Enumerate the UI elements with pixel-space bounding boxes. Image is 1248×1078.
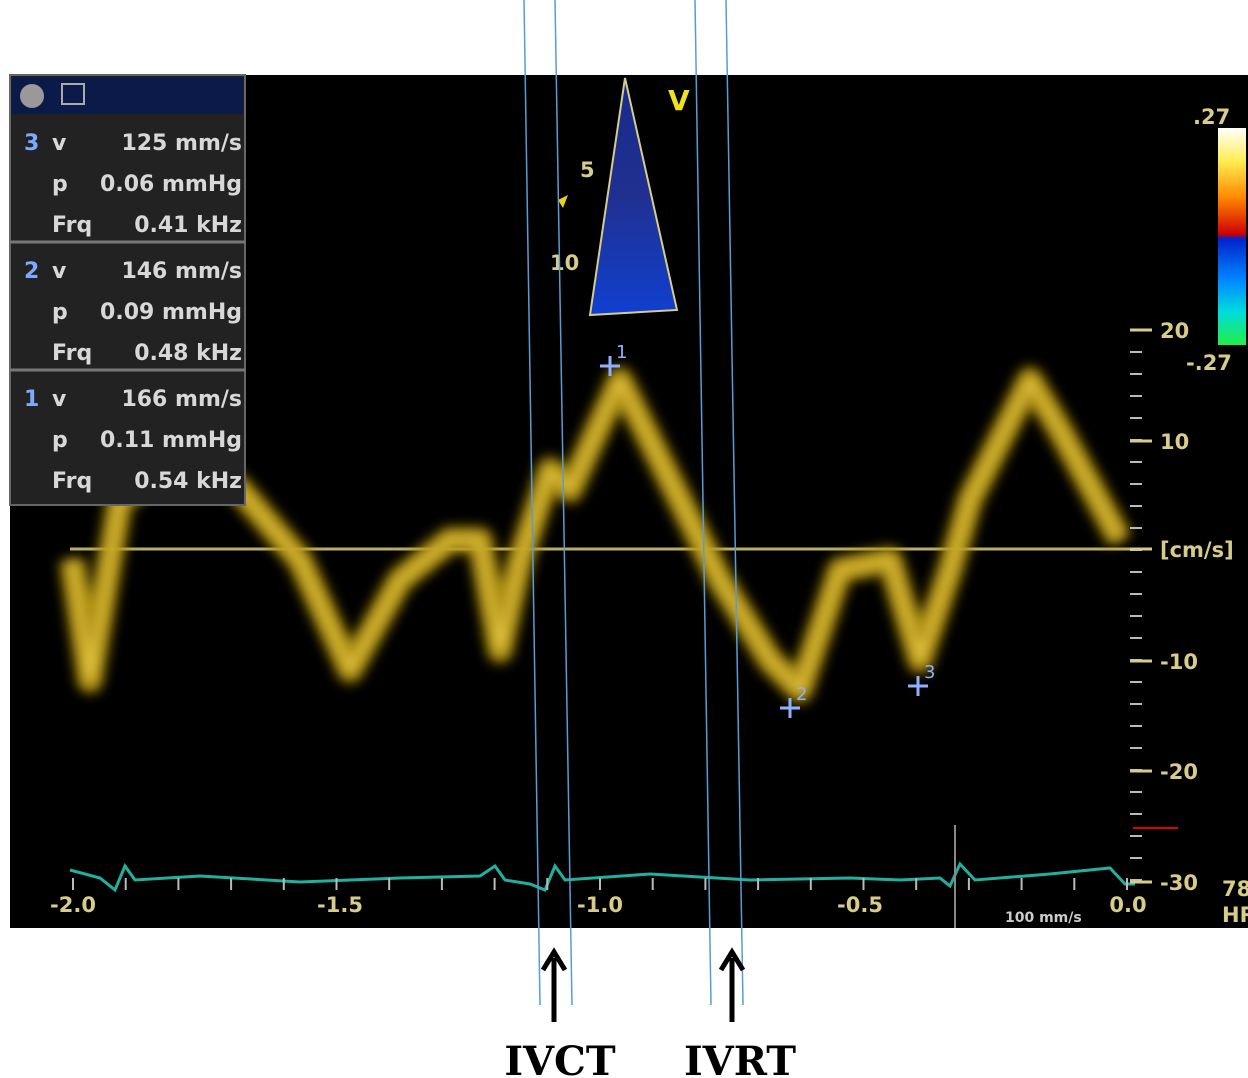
color-scale-min: -.27 xyxy=(1186,351,1232,375)
depth-label: 10 xyxy=(550,251,579,275)
focus-marker xyxy=(558,195,568,208)
measurement-value: 166 mm/s xyxy=(121,387,242,412)
measurement-value: 125 mm/s xyxy=(121,131,242,156)
caliper-cross xyxy=(908,676,928,696)
measurement-value: 0.48 kHz xyxy=(134,341,242,366)
sector-image xyxy=(588,77,679,317)
x-tick-label: -0.5 xyxy=(837,893,883,917)
caliper-markers: 1 2 3 xyxy=(600,342,935,718)
measurement-index: 3 xyxy=(24,131,39,156)
measurement-value: 0.11 mmHg xyxy=(100,428,242,453)
y-tick-label: -30 xyxy=(1160,871,1198,895)
depth-label: 5 xyxy=(580,158,595,182)
measurement-name: v xyxy=(52,259,67,284)
caliper-label: 2 xyxy=(796,684,807,705)
heart-rate-unit: HR xyxy=(1222,903,1248,927)
arrows xyxy=(540,947,746,1022)
measurement-name: Frq xyxy=(52,213,92,238)
measurement-name: Frq xyxy=(52,469,92,494)
x-tick-label: -1.5 xyxy=(317,893,363,917)
measurement-value: 146 mm/s xyxy=(121,259,242,284)
measurement-index: 2 xyxy=(24,259,39,284)
sweep-speed: 100 mm/s xyxy=(1005,910,1082,926)
y-tick-label: 10 xyxy=(1160,430,1189,454)
y-tick-label: 20 xyxy=(1160,319,1189,343)
caliper-label: 3 xyxy=(924,662,935,683)
y-tick-label: -10 xyxy=(1160,650,1198,674)
measurement-panel xyxy=(9,74,246,506)
measurement-name: Frq xyxy=(52,341,92,366)
measurement-index: 1 xyxy=(24,387,39,412)
ecg-trace xyxy=(69,861,1135,893)
color-scale xyxy=(1218,128,1246,345)
timing-lines xyxy=(523,0,744,1006)
color-scale-max: .27 xyxy=(1193,105,1230,129)
y-tick-label: [cm/s] xyxy=(1160,538,1234,562)
measurement-name: v xyxy=(52,387,67,412)
measurement-name: p xyxy=(52,300,68,325)
measurement-name: p xyxy=(52,428,68,453)
caliper-label: 1 xyxy=(616,342,627,363)
caliper-cross xyxy=(600,356,620,376)
caliper-cross xyxy=(780,698,800,718)
record-button[interactable] xyxy=(20,84,44,108)
x-tick-label: -1.0 xyxy=(577,893,623,917)
measurement-value: 0.41 kHz xyxy=(134,213,242,238)
axis-labels: 20 10 [cm/s] -10 -20 -30 -2.0 -1.5 -1.0 -0.5 0.0 xyxy=(50,319,1234,917)
measurement-value: 0.06 mmHg xyxy=(100,172,242,197)
sector-label: V xyxy=(668,84,690,117)
measurement-value: 0.54 kHz xyxy=(134,469,242,494)
measurement-name: v xyxy=(52,131,67,156)
x-tick-label: 0.0 xyxy=(1109,893,1146,917)
x-tick-label: -2.0 xyxy=(50,893,96,917)
y-tick-label: -20 xyxy=(1160,760,1198,784)
annotation: IVRT xyxy=(684,1038,796,1078)
measurement-value: 0.09 mmHg xyxy=(100,300,242,325)
tool-icon[interactable] xyxy=(61,83,85,105)
heart-rate: 78 xyxy=(1222,877,1248,901)
measurement-name: p xyxy=(52,172,68,197)
annotation: IVCT xyxy=(504,1038,616,1078)
